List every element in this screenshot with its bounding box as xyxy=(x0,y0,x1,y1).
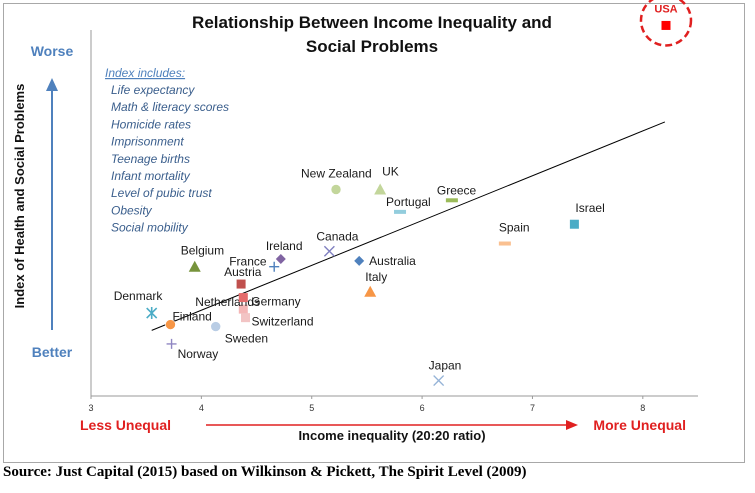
point-australia: Australia xyxy=(354,254,416,268)
point-label-greece: Greece xyxy=(437,183,477,197)
x-tick-label: 4 xyxy=(199,403,204,413)
point-label-japan: Japan xyxy=(429,359,462,373)
point-marker-belgium xyxy=(188,260,201,272)
chart-frame xyxy=(3,3,745,463)
index-note-heading: Index includes: xyxy=(105,66,185,80)
point-norway: Norway xyxy=(166,338,219,361)
point-marker-japan xyxy=(433,375,445,387)
index-note-item: Life expectancy xyxy=(111,83,195,97)
point-germany: Germany xyxy=(238,293,301,309)
point-marker-austria xyxy=(236,279,246,289)
point-marker-netherlands xyxy=(238,304,248,314)
index-note-item: Homicide rates xyxy=(111,117,191,131)
point-label-usa: USA xyxy=(654,3,677,15)
point-marker-denmark xyxy=(146,307,158,320)
point-denmark: Denmark xyxy=(114,289,164,320)
point-label-france: France xyxy=(229,255,267,269)
index-note-item: Infant mortality xyxy=(111,169,191,183)
point-marker-usa xyxy=(661,20,671,30)
point-italy: Italy xyxy=(364,270,387,297)
point-marker-sweden xyxy=(210,321,222,332)
point-marker-spain xyxy=(498,241,511,246)
point-sweden: Sweden xyxy=(210,321,268,346)
y-direction-arrowhead xyxy=(46,78,58,91)
point-japan: Japan xyxy=(429,359,462,387)
point-label-ireland: Ireland xyxy=(266,239,303,253)
point-label-germany: Germany xyxy=(251,295,300,309)
point-label-austria: Austria xyxy=(224,265,262,279)
index-note-item: Obesity xyxy=(111,203,153,217)
point-marker-canada xyxy=(323,245,335,257)
point-marker-ireland xyxy=(275,253,286,264)
chart-title-line: Relationship Between Income Inequality a… xyxy=(192,13,552,32)
point-new-zealand: New Zealand xyxy=(301,166,372,195)
index-note-item: Math & literacy scores xyxy=(111,100,229,114)
x-tick-label: 7 xyxy=(530,403,535,413)
x-axis-label: Income inequality (20:20 ratio) xyxy=(298,428,485,443)
x-tick-label: 6 xyxy=(420,403,425,413)
point-label-denmark: Denmark xyxy=(114,289,164,303)
point-france: France xyxy=(229,255,280,272)
point-uk: UK xyxy=(374,164,399,195)
x-direction-less-label: Less Unequal xyxy=(80,417,171,433)
source-note: Source: Just Capital (2015) based on Wil… xyxy=(3,464,527,480)
x-direction-arrowhead xyxy=(566,420,578,430)
point-marker-france xyxy=(269,261,280,272)
point-marker-new-zealand xyxy=(330,184,342,195)
point-label-switzerland: Switzerland xyxy=(252,315,314,329)
point-greece: Greece xyxy=(437,183,477,203)
point-label-australia: Australia xyxy=(369,254,416,268)
chart-title-line: Social Problems xyxy=(306,37,438,56)
point-label-new-zealand: New Zealand xyxy=(301,166,372,180)
point-label-italy: Italy xyxy=(365,270,387,284)
index-note-item: Imprisonment xyxy=(111,135,184,149)
point-switzerland: Switzerland xyxy=(241,313,314,329)
index-note-item: Level of pubic trust xyxy=(111,186,212,200)
x-tick-label: 3 xyxy=(88,403,93,413)
point-canada: Canada xyxy=(316,229,359,257)
index-note-item: Teenage births xyxy=(111,152,190,166)
point-marker-australia xyxy=(354,255,365,266)
point-ireland: Ireland xyxy=(266,239,303,264)
point-belgium: Belgium xyxy=(181,244,224,272)
point-usa: USA xyxy=(639,0,693,47)
y-direction-better-label: Better xyxy=(32,344,73,360)
scatter-chart: 3 4 5 6 7 8 Relationship Between Income Inequa… xyxy=(12,0,698,443)
point-label-sweden: Sweden xyxy=(225,332,268,346)
point-label-finland: Finland xyxy=(172,310,211,324)
x-direction-more-label: More Unequal xyxy=(593,417,686,433)
point-austria: Austria xyxy=(224,265,262,289)
point-marker-finland xyxy=(165,319,176,330)
point-label-spain: Spain xyxy=(499,221,530,235)
index-note-item: Social mobility xyxy=(111,221,189,235)
point-marker-uk xyxy=(374,183,387,195)
point-marker-switzerland xyxy=(241,313,251,323)
y-axis-label: Index of Health and Social Problems xyxy=(12,84,27,309)
x-tick-label: 5 xyxy=(309,403,314,413)
point-israel: Israel xyxy=(569,201,605,229)
point-marker-italy xyxy=(364,285,377,297)
trendline xyxy=(151,121,666,331)
usa-highlight-circle xyxy=(639,0,693,47)
point-label-canada: Canada xyxy=(316,229,358,243)
point-spain: Spain xyxy=(498,221,530,246)
point-label-norway: Norway xyxy=(178,347,219,361)
point-label-uk: UK xyxy=(382,164,399,178)
y-direction-worse-label: Worse xyxy=(31,43,74,59)
x-tick-label: 8 xyxy=(640,403,645,413)
point-marker-germany xyxy=(238,293,248,303)
point-marker-norway xyxy=(166,338,177,349)
point-finland: Finland xyxy=(165,310,212,330)
point-label-portugal: Portugal xyxy=(386,195,431,209)
point-marker-israel xyxy=(569,219,579,229)
point-marker-greece xyxy=(445,198,458,203)
point-label-israel: Israel xyxy=(575,201,604,215)
point-marker-portugal xyxy=(394,209,407,214)
point-label-belgium: Belgium xyxy=(181,244,224,258)
point-portugal: Portugal xyxy=(386,195,431,214)
